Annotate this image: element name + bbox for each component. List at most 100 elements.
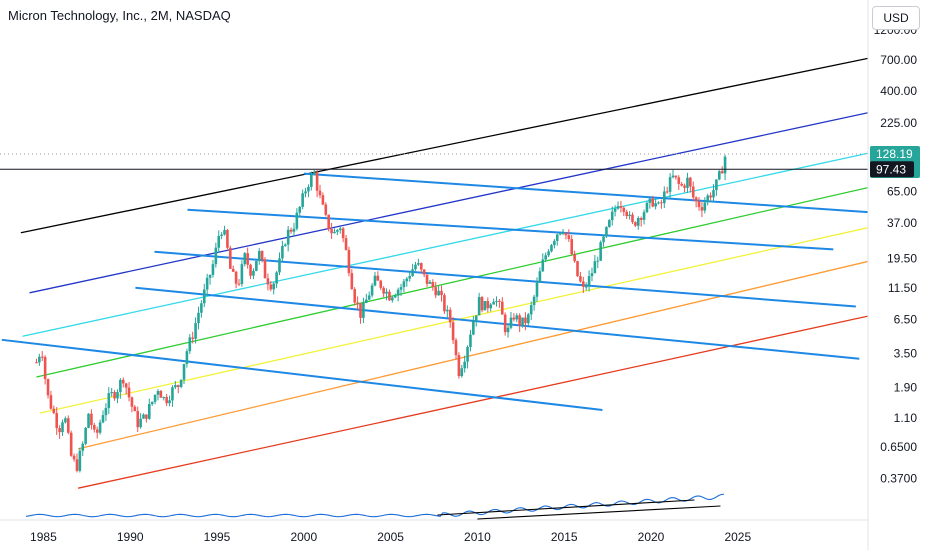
candle-body xyxy=(625,211,628,217)
candle-body xyxy=(446,309,449,312)
candle-body xyxy=(677,177,681,184)
candle-body xyxy=(46,379,50,396)
candle-body xyxy=(104,408,108,416)
channel-line-cyan xyxy=(22,152,868,337)
candle-body xyxy=(492,301,495,305)
candle-body xyxy=(124,383,128,388)
price-axis[interactable]: 1200.00700.00400.00225.0065.0037.0019.50… xyxy=(874,23,918,485)
candle-body xyxy=(584,286,588,288)
channel-line-black xyxy=(20,57,868,234)
candle-body xyxy=(81,443,85,451)
candle-body xyxy=(434,287,438,296)
candle-body xyxy=(90,413,93,426)
candle-body xyxy=(550,245,553,252)
candle-body xyxy=(538,271,542,283)
candle-body xyxy=(78,450,82,471)
candle-body xyxy=(362,302,365,318)
level-price-tag xyxy=(870,161,914,178)
oscillator-trend-line xyxy=(477,505,721,520)
candle-body xyxy=(159,391,163,398)
candle-body xyxy=(405,278,409,282)
candle-body xyxy=(185,351,189,364)
candle-body xyxy=(712,190,715,198)
candle-body xyxy=(593,261,597,274)
candle-body xyxy=(330,229,333,234)
candle-body xyxy=(136,411,140,428)
x-tick-label: 2010 xyxy=(464,530,491,544)
candle-body xyxy=(367,295,371,300)
candle-body xyxy=(631,214,634,223)
y-tick-label: 0.6500 xyxy=(880,440,917,454)
candle-body xyxy=(524,317,527,324)
candle-body xyxy=(315,172,319,191)
candle-body xyxy=(561,232,565,234)
candle-body xyxy=(454,340,458,356)
candle-body xyxy=(663,191,666,204)
candle-body xyxy=(336,230,339,232)
candle-body xyxy=(61,422,64,433)
candle-body xyxy=(425,274,429,284)
candle-body xyxy=(411,269,414,277)
y-tick-label: 65.00 xyxy=(887,185,917,199)
candle-body xyxy=(437,290,440,296)
channel-line-green xyxy=(36,186,868,378)
candle-body xyxy=(269,284,273,290)
candle-body xyxy=(440,290,443,296)
candle-body xyxy=(324,204,328,215)
candle-body xyxy=(723,156,727,174)
candle-body xyxy=(639,218,643,220)
channel-line-blue xyxy=(29,112,868,294)
candle-body xyxy=(286,229,290,245)
candle-body xyxy=(243,253,247,265)
candle-body xyxy=(295,212,299,229)
candle-body xyxy=(179,379,183,388)
candle-body xyxy=(307,186,310,192)
candle-body xyxy=(506,327,510,333)
candle-body xyxy=(515,315,519,320)
candle-body xyxy=(249,264,252,276)
candle-body xyxy=(49,395,53,409)
candle-body xyxy=(275,272,278,284)
candle-body xyxy=(547,251,550,256)
candle-body xyxy=(579,276,582,282)
candle-body xyxy=(610,211,614,221)
descending-trend-line xyxy=(154,250,856,308)
candle-body xyxy=(145,414,148,419)
x-tick-label: 2015 xyxy=(551,530,578,544)
candle-body xyxy=(686,177,689,188)
candle-body xyxy=(622,207,626,212)
candle-body xyxy=(463,361,466,369)
last-price-label: 128.19 xyxy=(876,147,913,161)
candle-body xyxy=(298,206,302,213)
candle-body xyxy=(500,301,504,315)
x-tick-label: 1995 xyxy=(204,530,231,544)
candle-body xyxy=(451,322,455,341)
candle-body xyxy=(121,379,125,384)
x-tick-label: 1985 xyxy=(30,530,57,544)
candle-body xyxy=(205,277,209,290)
candle-body xyxy=(359,303,362,318)
candle-body xyxy=(503,314,507,333)
candle-body xyxy=(527,314,530,324)
candle-body xyxy=(220,234,223,236)
oscillator-trend-line xyxy=(437,499,695,516)
candle-body xyxy=(576,261,579,277)
candle-body xyxy=(605,226,608,237)
candle-body xyxy=(116,391,119,399)
candle-body xyxy=(628,214,631,217)
candle-body xyxy=(521,317,524,326)
x-tick-label: 2025 xyxy=(724,530,751,544)
candle-body xyxy=(498,300,501,302)
candle-body xyxy=(694,197,698,202)
candle-body xyxy=(706,195,710,203)
candle-body xyxy=(544,255,547,260)
time-axis[interactable]: 1985 1990 1995 2000 2005 2010 2015 2020 2025 xyxy=(30,530,751,544)
candle-body xyxy=(668,177,672,192)
candle-body xyxy=(480,297,484,311)
candle-body xyxy=(599,242,602,261)
currency-button[interactable]: USD xyxy=(872,6,920,30)
descending-trend-line xyxy=(187,208,834,251)
candle-body xyxy=(376,275,380,281)
candle-body xyxy=(252,270,255,276)
